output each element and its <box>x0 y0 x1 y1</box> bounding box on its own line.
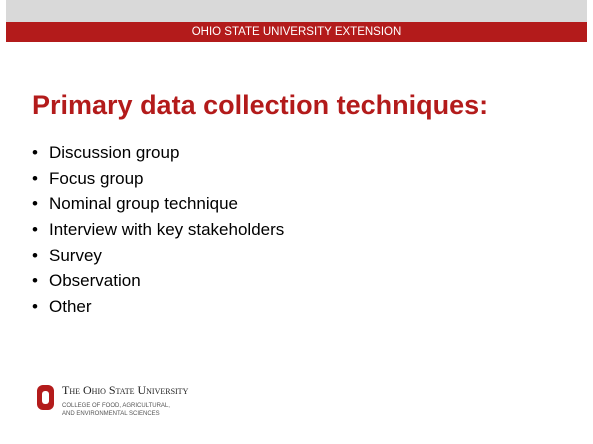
university-name: The Ohio State University <box>62 383 189 397</box>
top-strip <box>6 0 587 22</box>
bullet-item: Discussion group <box>30 140 284 166</box>
bullet-item: Nominal group technique <box>30 191 284 217</box>
college-name: COLLEGE OF FOOD, AGRICULTURAL, <box>62 403 170 409</box>
logo <box>37 385 54 410</box>
bullet-item: Focus group <box>30 166 284 192</box>
slide-title: Primary data collection techniques: <box>32 90 489 120</box>
bullet-item: Observation <box>30 268 284 294</box>
college-name: AND ENVIRONMENTAL SCIENCES <box>62 411 160 417</box>
bullet-item: Other <box>30 294 284 320</box>
banner: OHIO STATE UNIVERSITY EXTENSION <box>6 22 587 42</box>
bullet-item: Interview with key stakeholders <box>30 217 284 243</box>
bullet-item: Survey <box>30 243 284 269</box>
bullet-list: Discussion groupFocus groupNominal group… <box>30 140 284 320</box>
